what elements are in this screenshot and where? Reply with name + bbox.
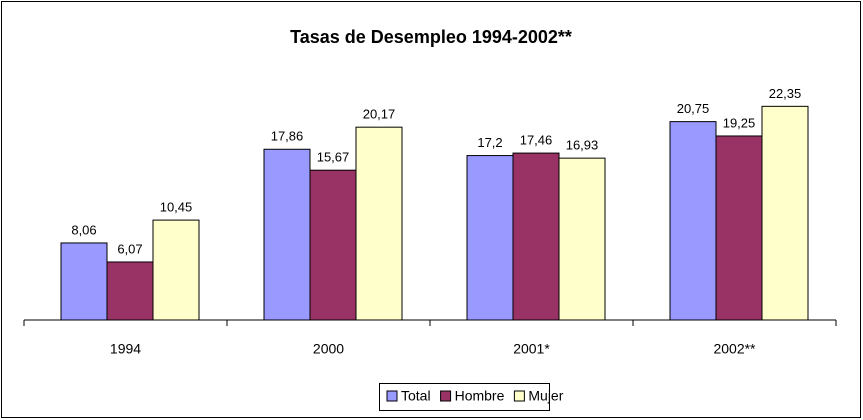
value-label: 20,17	[363, 107, 396, 122]
value-label: 20,75	[677, 101, 710, 116]
bar	[715, 135, 763, 321]
value-label: 17,86	[271, 129, 304, 144]
x-tick-label: 2000	[313, 341, 344, 357]
legend: Total Hombre Mujer	[379, 383, 564, 411]
legend-label: Hombre	[455, 388, 505, 404]
legend-swatch	[440, 390, 452, 402]
value-label: 16,93	[566, 138, 599, 153]
value-label: 17,2	[477, 135, 502, 150]
value-label: 19,25	[723, 115, 756, 130]
value-label: 10,45	[160, 200, 193, 215]
x-tick-label: 2001*	[513, 341, 550, 357]
value-label: 6,07	[117, 241, 142, 256]
value-label: 15,67	[317, 150, 350, 165]
bar	[558, 157, 606, 321]
bar	[512, 152, 560, 321]
legend-label: Total	[401, 388, 431, 404]
bar	[263, 148, 311, 321]
x-tick-label: 2002**	[713, 341, 756, 357]
bar	[60, 242, 108, 321]
value-label: 8,06	[71, 222, 96, 237]
bar	[106, 261, 154, 321]
bar	[669, 121, 717, 321]
bar	[152, 219, 200, 321]
bar	[355, 126, 403, 321]
chart-title: Tasas de Desempleo 1994-2002**	[290, 27, 572, 47]
value-label: 22,35	[769, 86, 802, 101]
value-label: 17,46	[520, 133, 553, 148]
x-tick-label: 1994	[110, 341, 141, 357]
bar	[761, 105, 809, 321]
bar	[466, 155, 514, 321]
legend-label: Mujer	[528, 388, 563, 404]
bar	[309, 169, 357, 321]
legend-swatch	[513, 390, 525, 402]
legend-swatch	[386, 390, 398, 402]
